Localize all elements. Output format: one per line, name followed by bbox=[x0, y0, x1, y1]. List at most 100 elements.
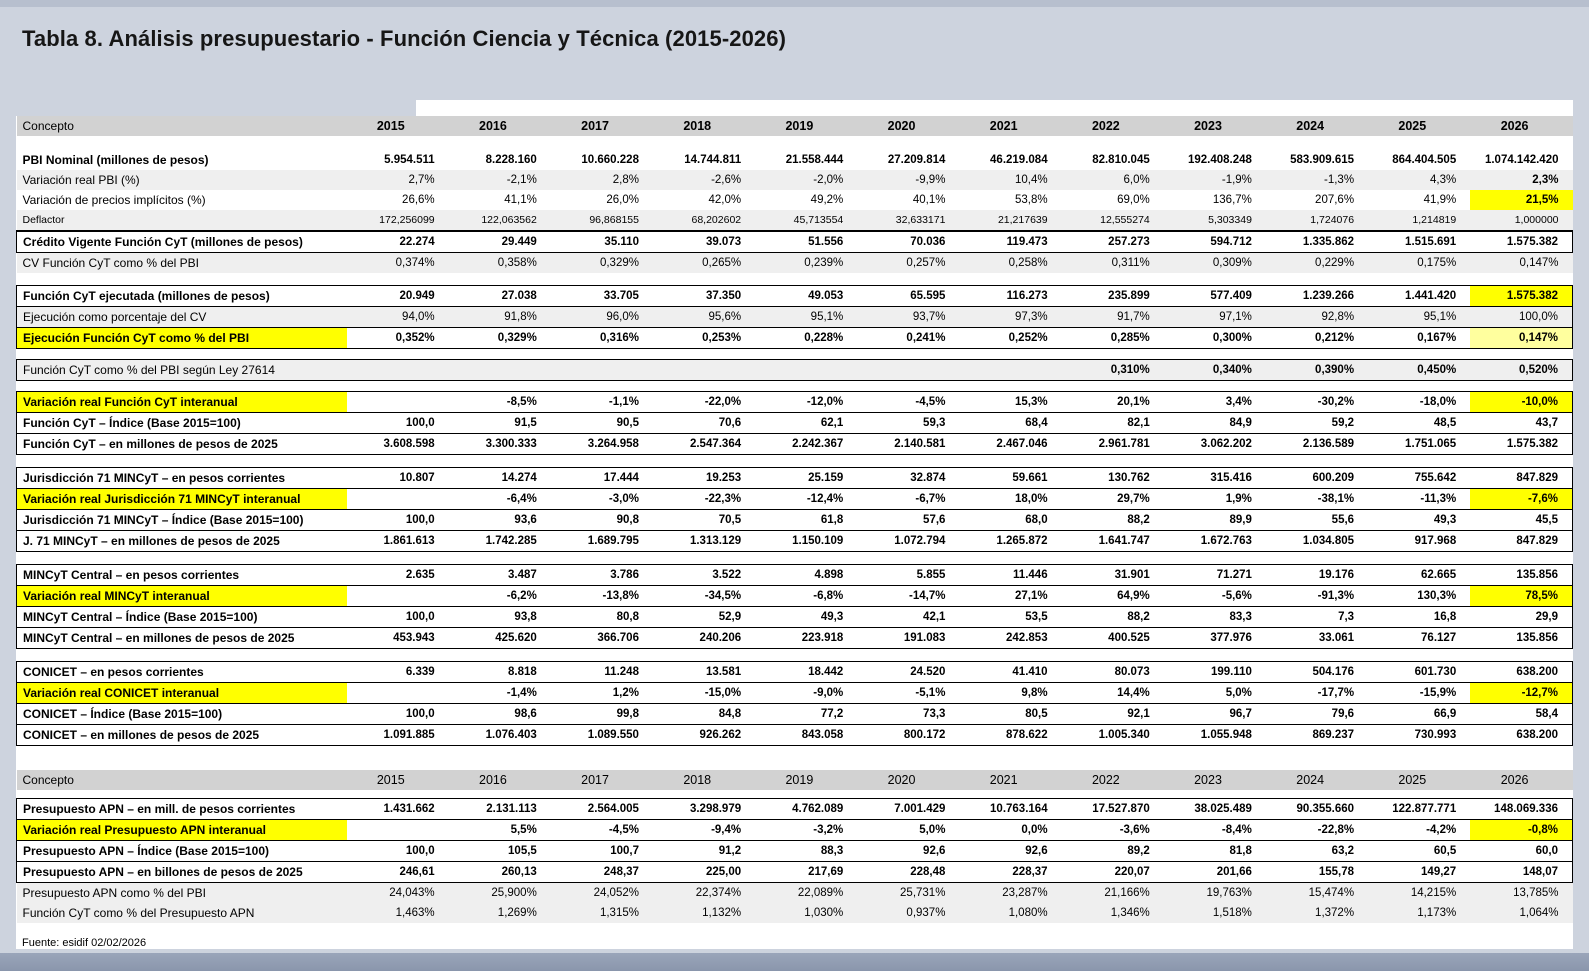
data-cell: 29,9 bbox=[1470, 606, 1574, 628]
data-cell: 62,1 bbox=[755, 412, 858, 434]
data-cell: 504.176 bbox=[1265, 661, 1369, 683]
year-header: 2016 bbox=[448, 116, 551, 136]
row-label: Presupuesto APN – en mill. de pesos corr… bbox=[16, 798, 347, 820]
year-header: 2018 bbox=[652, 770, 756, 790]
data-cell: 1.742.285 bbox=[448, 530, 551, 552]
row-label: Jurisdicción 71 MINCyT – Índice (Base 20… bbox=[16, 509, 347, 531]
year-header: 2025 bbox=[1368, 116, 1471, 136]
data-cell: 14.744.811 bbox=[684, 154, 742, 166]
data-cell: -11,3% bbox=[1368, 488, 1471, 510]
year-header: 2017 bbox=[550, 116, 653, 136]
data-cell: 82.810.045 bbox=[1092, 154, 1150, 166]
data-cell: 207,6% bbox=[1315, 194, 1355, 206]
row-label: PBI Nominal (millones de pesos) bbox=[22, 153, 209, 167]
spacer-row bbox=[16, 454, 1573, 468]
data-cell: 1.239.266 bbox=[1265, 285, 1369, 307]
data-cell: 0,241% bbox=[857, 327, 960, 349]
data-cell: 135.856 bbox=[1470, 564, 1574, 586]
table-row: Jurisdicción 71 MINCyT – en pesos corrie… bbox=[16, 467, 1574, 489]
data-cell: -22,3% bbox=[652, 488, 756, 510]
data-cell: 0,0% bbox=[959, 819, 1062, 841]
spacer-row bbox=[16, 551, 1573, 565]
data-cell: 3.487 bbox=[448, 564, 551, 586]
year-header: 2020 bbox=[857, 116, 960, 136]
data-cell: 155,78 bbox=[1265, 861, 1369, 883]
data-cell: 135.856 bbox=[1470, 627, 1574, 649]
data-cell: 1.034.805 bbox=[1265, 530, 1369, 552]
table-row: Variación real Función CyT interanual -8,… bbox=[16, 391, 1574, 413]
data-cell: 96,0% bbox=[550, 306, 653, 328]
data-cell: -12,7% bbox=[1470, 682, 1574, 704]
data-cell: 100,0 bbox=[346, 606, 449, 628]
data-cell: 242.853 bbox=[959, 627, 1062, 649]
column-header-row: Concepto 2015 2016 2017 2018 2019 2020 2021 2022… bbox=[16, 770, 1573, 790]
data-cell: 1.076.403 bbox=[448, 724, 551, 746]
spacer-row bbox=[16, 273, 1573, 286]
data-cell: 1.089.550 bbox=[550, 724, 653, 746]
data-cell: 24,043% bbox=[346, 882, 449, 903]
table-row: Variación real PBI (%) 2,7% -2,1% 2,8% -2,6%… bbox=[16, 170, 1573, 190]
data-cell: 93,8 bbox=[448, 606, 551, 628]
data-cell: 1,132% bbox=[652, 903, 756, 923]
data-cell: 3.786 bbox=[550, 564, 653, 586]
data-cell: 93,6 bbox=[448, 509, 551, 531]
data-cell: 228,37 bbox=[959, 861, 1062, 883]
table-row: CV Función CyT como % del PBI 0,374% 0,358… bbox=[16, 252, 1573, 273]
data-cell: 80,5 bbox=[959, 703, 1062, 725]
data-cell: -14,7% bbox=[857, 585, 960, 607]
data-cell: 1,080% bbox=[959, 903, 1062, 923]
data-cell: 76.127 bbox=[1368, 627, 1471, 649]
data-cell: -2,1% bbox=[448, 170, 551, 190]
table-row: Presupuesto APN – en billones de pesos d… bbox=[16, 861, 1574, 883]
data-cell: 70.036 bbox=[857, 230, 960, 253]
data-cell: -5,6% bbox=[1163, 585, 1266, 607]
data-cell: 40,1% bbox=[912, 194, 946, 206]
data-cell: 199.110 bbox=[1163, 661, 1266, 683]
data-cell: -1,3% bbox=[1265, 170, 1369, 190]
data-cell: 248,37 bbox=[550, 861, 653, 883]
data-cell: 89,2 bbox=[1061, 840, 1164, 862]
data-cell: 21.558.444 bbox=[785, 154, 844, 166]
data-cell: 24,052% bbox=[550, 882, 653, 903]
data-cell: 0,228% bbox=[755, 327, 858, 349]
data-cell: -22,8% bbox=[1265, 819, 1369, 841]
data-cell: 92,8% bbox=[1265, 306, 1369, 328]
data-cell: 20,1% bbox=[1061, 391, 1164, 413]
data-cell: 61,8 bbox=[755, 509, 858, 531]
data-cell: 2.547.364 bbox=[652, 433, 756, 455]
table-row: Ejecución como porcentaje del CV 94,0% 91,… bbox=[16, 306, 1574, 328]
year-header: 2022 bbox=[1061, 116, 1164, 136]
data-cell: 21,5% bbox=[1470, 190, 1573, 210]
data-cell: -2,6% bbox=[652, 170, 756, 190]
data-cell: -3,6% bbox=[1061, 819, 1164, 841]
data-cell: -1,9% bbox=[1163, 170, 1266, 190]
data-cell: 22,374% bbox=[652, 882, 756, 903]
data-cell: 0,520% bbox=[1470, 359, 1574, 381]
data-cell: 3.264.958 bbox=[550, 433, 653, 455]
data-cell: 4,3% bbox=[1368, 170, 1471, 190]
table-row: Presupuesto APN – Índice (Base 2015=100)… bbox=[16, 840, 1574, 862]
data-cell: 847.829 bbox=[1470, 467, 1574, 489]
data-cell: 583.909.615 bbox=[1290, 154, 1355, 166]
row-label: Ejecución Función CyT como % del PBI bbox=[16, 327, 347, 349]
data-cell: 96,868155 bbox=[550, 210, 653, 231]
data-cell: -91,3% bbox=[1265, 585, 1369, 607]
data-cell: 35.110 bbox=[550, 230, 653, 253]
data-cell: 0,390% bbox=[1265, 359, 1369, 381]
data-cell: 98,6 bbox=[448, 703, 551, 725]
data-cell: -5,1% bbox=[857, 682, 960, 704]
data-cell: -4,5% bbox=[857, 391, 960, 413]
data-cell: 878.622 bbox=[959, 724, 1062, 746]
data-cell: 10.763.164 bbox=[959, 798, 1062, 820]
data-cell: 3.062.202 bbox=[1163, 433, 1266, 455]
row-label: MINCyT Central – en pesos corrientes bbox=[16, 564, 347, 586]
year-header: 2026 bbox=[1470, 770, 1573, 790]
data-cell: -6,4% bbox=[448, 488, 551, 510]
data-cell: 0,358% bbox=[448, 252, 551, 273]
data-cell: 10,4% bbox=[959, 170, 1062, 190]
data-cell: 8.818 bbox=[448, 661, 551, 683]
data-cell bbox=[755, 359, 858, 381]
data-cell: 0,253% bbox=[652, 327, 756, 349]
data-cell: -1,4% bbox=[448, 682, 551, 704]
data-cell: 1.335.862 bbox=[1265, 230, 1369, 253]
